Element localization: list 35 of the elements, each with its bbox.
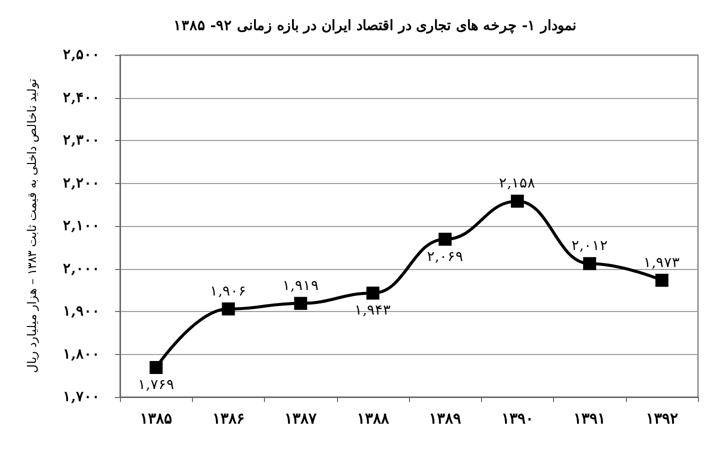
y-axis-title: تولید ناخالص داخلی به قیمت ثابت ۱۳۸۳ – هزار میلیارد ریال — [25, 78, 39, 374]
x-tick-label: ۱۳۸۸ — [356, 410, 390, 428]
y-tick-label: ۱,۸۰۰ — [63, 346, 100, 362]
data-label: ۲,۰۶۹ — [426, 248, 464, 265]
data-label: ۱,۷۶۹ — [138, 377, 174, 394]
point — [438, 232, 452, 246]
y-tick-label: ۱,۹۰۰ — [63, 304, 100, 320]
data-label: ۱,۹۱۹ — [282, 278, 319, 294]
point — [294, 296, 308, 310]
x-tick-label: ۱۳۸۵ — [140, 410, 172, 428]
point — [583, 257, 596, 270]
point — [655, 274, 668, 287]
y-tick-label: ۱,۷۰۰ — [63, 389, 100, 405]
y-tick-label: ۲,۵۰۰ — [63, 47, 100, 63]
y-tick-label: ۲,۱۰۰ — [63, 218, 100, 234]
point — [366, 286, 380, 300]
y-tick-label: ۲,۴۰۰ — [63, 90, 100, 106]
point — [510, 194, 524, 208]
y-tick-label: ۲,۲۰۰ — [63, 175, 100, 192]
y-tick-label: ۲,۳۰۰ — [63, 132, 100, 148]
chart-title: نمودار ۱- چرخه های تجاری در اقتصاد ایران در بازه زمانی ۹۲- ۱۳۸۵ — [173, 18, 577, 34]
data-label: ۱,۹۰۶ — [210, 283, 247, 300]
point — [150, 361, 163, 374]
data-label: ۲,۱۵۸ — [499, 176, 536, 192]
data-label: ۲,۰۱۲ — [571, 238, 608, 254]
x-tick-label: ۱۳۹۰ — [501, 410, 534, 428]
data-label: ۱,۹۴۳ — [354, 302, 392, 319]
x-tick-label: ۱۳۸۷ — [284, 410, 318, 428]
x-tick-label: ۱۳۸۶ — [212, 410, 244, 428]
data-label: ۱,۹۷۳ — [644, 254, 680, 271]
y-tick-label: ۲,۰۰۰ — [63, 260, 100, 277]
x-tick-label: ۱۳۹۲ — [646, 410, 678, 428]
x-tick-label: ۱۳۹۱ — [574, 410, 606, 428]
point — [222, 302, 235, 316]
x-tick-label: ۱۳۸۹ — [429, 410, 462, 428]
